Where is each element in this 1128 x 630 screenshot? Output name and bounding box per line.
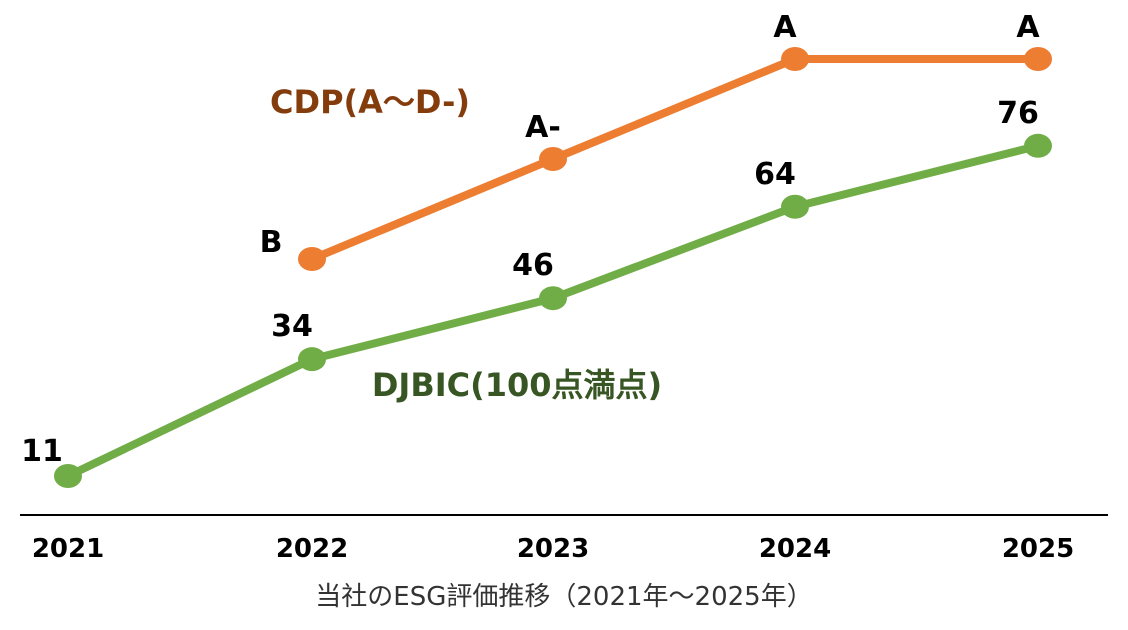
djbic-data-label-2025: 76 <box>997 96 1039 131</box>
cdp-line <box>308 55 1042 263</box>
cdp-data-label-2025: A <box>1016 10 1040 45</box>
djbic-line <box>64 141 1042 480</box>
cdp-data-label-2024: A <box>773 10 797 45</box>
djbic-point-2023 <box>539 286 567 311</box>
cdp-data-label-2022: B <box>260 225 283 260</box>
cdp-point-2024 <box>781 47 809 71</box>
x-tick-label-2022: 2022 <box>276 534 348 564</box>
djbic-data-label-2021: 11 <box>21 434 63 469</box>
x-tick-label-2025: 2025 <box>1002 534 1074 564</box>
djbic-point-2021 <box>54 464 82 488</box>
x-tick-label-2024: 2024 <box>759 534 831 564</box>
cdp-point-2022 <box>298 247 326 271</box>
djbic-series-label: DJBIC(100点満点) <box>372 366 662 404</box>
djbic-data-label-2024: 64 <box>754 157 796 192</box>
djbic-point-2024 <box>781 194 809 219</box>
chart-caption: 当社のESG評価推移（2021年〜2025年） <box>315 582 813 612</box>
djbic-data-label-2022: 34 <box>271 309 313 344</box>
djbic-point-2025 <box>1024 133 1052 158</box>
cdp-point-2023 <box>539 147 567 171</box>
series-layer: B A- A A 11 34 46 64 76 <box>21 10 1052 488</box>
cdp-point-2025 <box>1024 47 1052 71</box>
cdp-series-label: CDP(A〜D-) <box>270 83 470 121</box>
djbic-point-2022 <box>298 347 326 372</box>
cdp-data-label-2023: A- <box>525 110 561 145</box>
djbic-data-label-2023: 46 <box>512 248 554 283</box>
x-axis-ticks: 2021 2022 2023 2024 2025 <box>32 534 1074 564</box>
x-tick-label-2021: 2021 <box>32 534 104 564</box>
x-tick-label-2023: 2023 <box>517 534 589 564</box>
